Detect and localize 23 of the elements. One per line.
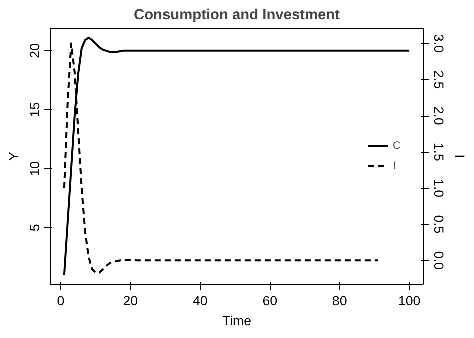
y2-tick-label: 0.5 [432, 215, 446, 234]
x-tick-label: 60 [262, 294, 278, 308]
y-tick-label: 20 [28, 44, 42, 58]
chart-title: Consumption and Investment [134, 8, 340, 24]
x-tick-label: 40 [192, 294, 208, 308]
y-tick-label: 5 [28, 224, 42, 232]
y2-tick-label: 3.0 [432, 34, 446, 53]
y-tick-label: 10 [28, 161, 42, 176]
x-tick-label: 0 [57, 294, 65, 308]
y-tick-label: 15 [28, 102, 42, 118]
legend-label: I [393, 160, 397, 172]
y2-tick-label: 2.0 [432, 106, 446, 126]
y2-axis-title: I [452, 154, 468, 158]
x-tick-label: 100 [398, 294, 421, 308]
legend-label: C [393, 140, 402, 152]
y-axis-title: Y [6, 152, 22, 161]
y2-tick-label: 1.5 [432, 142, 446, 162]
y2-tick-label: 2.5 [432, 70, 446, 90]
x-axis-title: Time [222, 314, 252, 328]
y2-tick-label: 0.0 [432, 251, 446, 270]
x-tick-label: 80 [332, 294, 348, 308]
x-tick-label: 20 [123, 294, 138, 308]
y2-tick-label: 1.0 [432, 179, 446, 198]
